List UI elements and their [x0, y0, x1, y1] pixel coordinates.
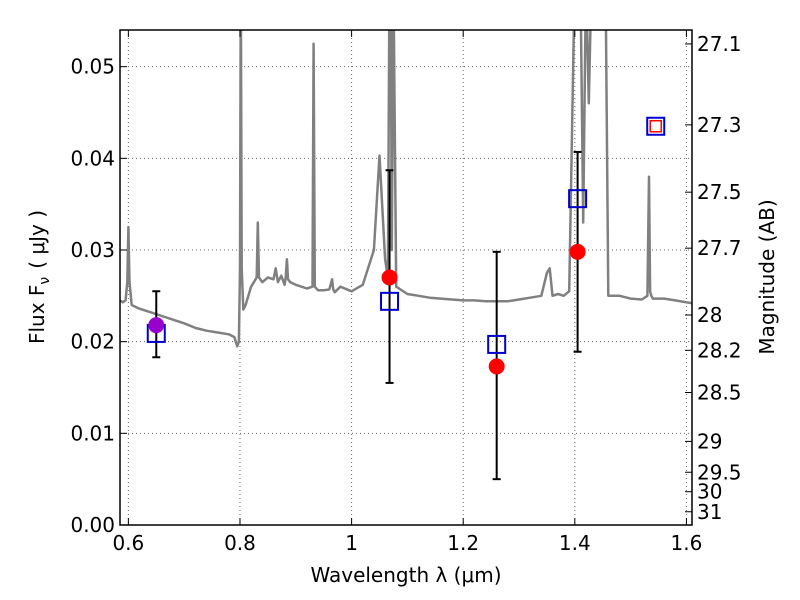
y-tick-label: 0.01: [70, 421, 115, 445]
y2-tick-label: 28.5: [697, 381, 742, 405]
y-axis-label-main: Flux F: [25, 285, 49, 344]
model-point-4: [646, 116, 666, 136]
observed-point-2: [488, 358, 505, 375]
error-bars: [152, 150, 582, 481]
y2-tick-label: 29: [697, 429, 722, 453]
x-tick-label: 1.6: [671, 531, 703, 555]
model-spectrum: [120, 30, 692, 348]
model-point-3: [568, 189, 588, 209]
x-tick-label: 1.4: [559, 531, 591, 555]
y-tick-label: 0.05: [70, 55, 115, 79]
x-tick-label: 0.8: [224, 531, 256, 555]
y2-tick-label: 28.2: [697, 338, 742, 362]
y-axis-label: Flux Fν ( μJy ): [25, 210, 53, 344]
axis-ticks: 0.6 0.8 1 1.2 1.4 1.6 0.00 0.01 0.02 0.03 0.04 0.05…: [70, 30, 742, 555]
x-tick-label: 1: [345, 531, 358, 555]
observed-point-4: [649, 120, 662, 133]
y-tick-label: 0.03: [70, 238, 115, 262]
y2-tick-label: 27.1: [697, 32, 742, 56]
y-axis-label-sub: ν: [37, 277, 53, 285]
x-axis-label: Wavelength λ (μm): [310, 563, 501, 587]
plot-frame: [119, 29, 693, 526]
y-tick-label: 0.04: [70, 146, 115, 170]
y2-tick-label: 27.7: [697, 236, 742, 260]
model-points: [146, 116, 666, 354]
x-tick-label: 1.2: [447, 531, 479, 555]
x-tick-label: 0.6: [112, 531, 144, 555]
y2-tick-label: 27.3: [697, 113, 742, 137]
spectrum-line: [120, 30, 692, 348]
y-tick-label: 0.02: [70, 330, 115, 354]
observed-points: [148, 120, 662, 375]
y2-tick-label: 27.5: [697, 180, 742, 204]
y2-tick-label: 29.5: [697, 460, 742, 484]
plot-border: [119, 29, 693, 526]
observed-point-3: [569, 243, 586, 260]
observed-point-1: [381, 269, 398, 286]
y2-axis-label: Magnitude (AB): [755, 199, 779, 354]
model-point-2: [487, 334, 507, 354]
y2-tick-label: 28: [697, 303, 722, 327]
observed-point-0: [148, 317, 165, 334]
model-point-1: [380, 291, 400, 311]
y-axis-label-unit: ( μJy ): [25, 210, 49, 269]
y2-tick-label: 30: [697, 480, 722, 504]
y-tick-label: 0.00: [70, 513, 115, 537]
y2-tick-label: 31: [697, 500, 722, 524]
